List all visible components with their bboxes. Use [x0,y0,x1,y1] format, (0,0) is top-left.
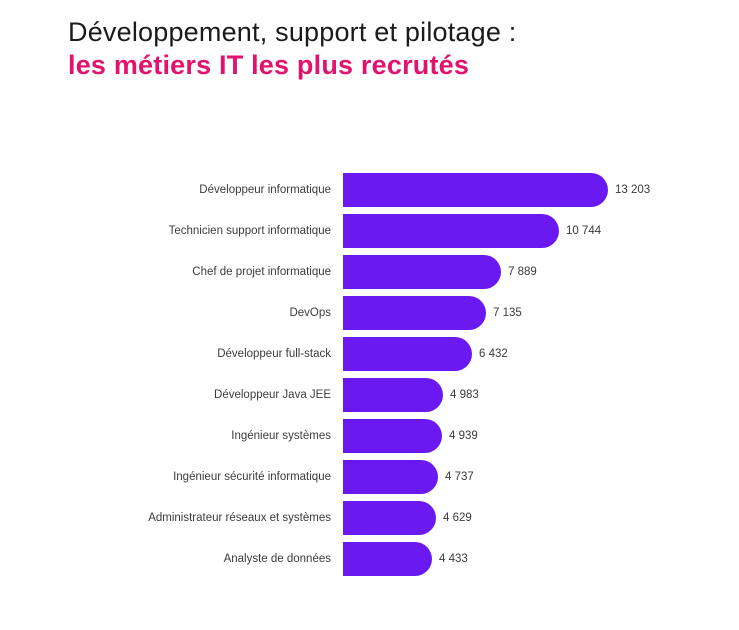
bar-row: Analyste de données 4 433 [0,538,739,579]
bar-value-label: 7 135 [493,306,522,319]
bar [343,172,608,207]
bar-row: Développeur Java JEE 4 983 [0,374,739,415]
bar-track: 4 737 [343,459,739,494]
bar-row: Développeur full-stack 6 432 [0,333,739,374]
bar-row: Développeur informatique 13 203 [0,169,739,210]
bar-row: Chef de projet informatique 7 889 [0,251,739,292]
bar [343,459,438,494]
bar-row: DevOps 7 135 [0,292,739,333]
bar-track: 6 432 [343,336,739,371]
bar [343,336,472,371]
bar [343,295,486,330]
bar-row: Ingénieur sécurité informatique 4 737 [0,456,739,497]
bar-track: 4 629 [343,500,739,535]
bar-track: 10 744 [343,213,739,248]
bar-category-label: Analyste de données [223,552,331,565]
bar-category-label: DevOps [289,306,331,319]
bar [343,213,559,248]
bar [343,541,432,576]
bar-value-label: 10 744 [566,224,602,237]
bar-row: Administrateur réseaux et systèmes 4 629 [0,497,739,538]
title-line-1: Développement, support et pilotage : [68,17,517,47]
page-title: Développement, support et pilotage : les… [68,16,516,82]
bar-value-label: 4 629 [443,511,472,524]
bar [343,418,442,453]
bar-category-label: Développeur Java JEE [214,388,331,401]
bar-track: 7 889 [343,254,739,289]
bar-value-label: 4 433 [439,552,468,565]
bar-chart: Développeur informatique 13 203 Technicien… [0,169,739,579]
bar-value-label: 4 737 [445,470,474,483]
title-line-2: les métiers IT les plus recrutés [68,50,470,80]
bar-category-label: Ingénieur systèmes [231,429,331,442]
bar [343,254,501,289]
bar-track: 13 203 [343,172,739,207]
bar-track: 4 983 [343,377,739,412]
bar-track: 7 135 [343,295,739,330]
bar-category-label: Administrateur réseaux et systèmes [148,511,331,524]
bar-category-label: Développeur full-stack [217,347,331,360]
bar-value-label: 13 203 [615,183,651,196]
bar-category-label: Chef de projet informatique [192,265,331,278]
bar-track: 4 939 [343,418,739,453]
bar [343,500,436,535]
bar-value-label: 7 889 [508,265,537,278]
bar-value-label: 4 939 [449,429,478,442]
bar-category-label: Développeur informatique [199,183,331,196]
bar-value-label: 6 432 [479,347,508,360]
bar-category-label: Ingénieur sécurité informatique [173,470,331,483]
bar-category-label: Technicien support informatique [168,224,331,237]
bar [343,377,443,412]
bar-row: Technicien support informatique 10 744 [0,210,739,251]
bar-track: 4 433 [343,541,739,576]
bar-value-label: 4 983 [450,388,479,401]
bar-row: Ingénieur systèmes 4 939 [0,415,739,456]
